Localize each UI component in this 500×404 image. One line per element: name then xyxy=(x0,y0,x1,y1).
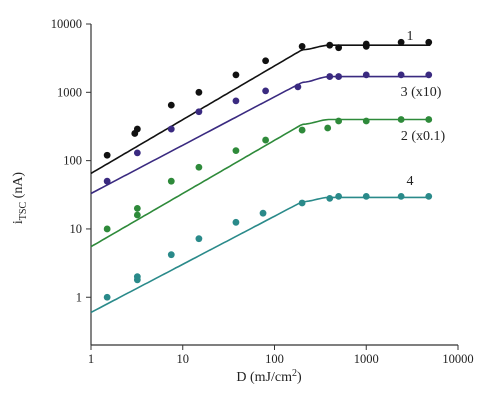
data-point xyxy=(362,71,370,79)
data-point xyxy=(133,149,141,157)
data-point xyxy=(262,57,270,65)
data-point xyxy=(326,194,334,202)
y-tick-label: 10 xyxy=(70,222,83,236)
x-tick-label: 10000 xyxy=(442,352,473,366)
x-tick-label: 10 xyxy=(177,352,190,366)
y-tick-label: 10000 xyxy=(51,17,82,31)
data-point xyxy=(133,211,141,219)
series-labels: 1 3 (x10) 2 (x0.1) 4 xyxy=(401,29,446,189)
data-point xyxy=(326,41,334,49)
fit-line-series-4 xyxy=(90,196,431,314)
data-point xyxy=(397,116,405,123)
data-point xyxy=(232,147,240,155)
fit-line-series-3 xyxy=(90,118,431,248)
data-point xyxy=(326,73,334,80)
data-point xyxy=(167,125,175,133)
data-point xyxy=(362,117,370,125)
series-label-4: 4 xyxy=(407,174,414,189)
data-point xyxy=(167,251,175,259)
data-point xyxy=(362,192,370,200)
data-point xyxy=(195,108,203,116)
data-point xyxy=(103,151,111,159)
x-tick-label: 100 xyxy=(265,352,284,366)
data-point xyxy=(425,38,433,46)
data-point xyxy=(167,177,175,185)
data-point xyxy=(259,209,267,217)
data-point xyxy=(262,136,270,144)
data-point xyxy=(195,235,203,243)
data-point xyxy=(397,38,405,46)
data-point xyxy=(397,71,405,79)
data-point xyxy=(335,192,343,200)
data-point xyxy=(298,42,306,50)
data-point xyxy=(232,97,240,105)
data-point xyxy=(133,273,141,281)
data-point xyxy=(425,192,433,200)
y-axis-label: iTSC (nA) xyxy=(11,172,29,225)
data-point xyxy=(133,125,141,133)
data-point xyxy=(298,126,306,134)
y-tick-label: 100 xyxy=(63,154,82,168)
data-point xyxy=(167,101,175,109)
y-ticks: 1 10 100 1000 10000 xyxy=(51,17,91,304)
data-point xyxy=(335,44,343,52)
data-point xyxy=(103,225,111,233)
data-point xyxy=(195,88,203,96)
series-label-1: 1 xyxy=(407,29,414,44)
data-point xyxy=(103,293,111,301)
x-tick-label: 1000 xyxy=(354,352,379,366)
fit-lines xyxy=(90,44,431,314)
data-point xyxy=(195,163,203,171)
data-point xyxy=(298,199,306,207)
fit-line-series-1 xyxy=(90,44,431,175)
x-ticks: 1 10 100 1000 10000 xyxy=(88,345,474,366)
data-point xyxy=(294,83,302,91)
fit-line-series-2 xyxy=(90,75,431,195)
x-axis-label: D (mJ/cm2) xyxy=(236,368,302,385)
x-tick-label: 1 xyxy=(88,352,94,366)
data-point xyxy=(324,124,332,132)
data-point xyxy=(335,73,343,80)
data-point xyxy=(397,192,405,200)
data-point xyxy=(103,177,111,185)
data-point xyxy=(362,40,370,48)
data-point xyxy=(232,71,240,79)
data-point xyxy=(335,117,343,125)
data-point xyxy=(425,116,433,123)
y-tick-label: 1 xyxy=(76,290,82,304)
y-tick-label: 1000 xyxy=(57,85,82,99)
data-points xyxy=(103,38,433,301)
series-label-3: 3 (x10) xyxy=(401,85,442,100)
data-point xyxy=(232,218,240,226)
data-point xyxy=(262,87,270,95)
data-point xyxy=(133,204,141,212)
data-point xyxy=(425,71,433,79)
series-label-2: 2 (x0.1) xyxy=(401,129,446,144)
